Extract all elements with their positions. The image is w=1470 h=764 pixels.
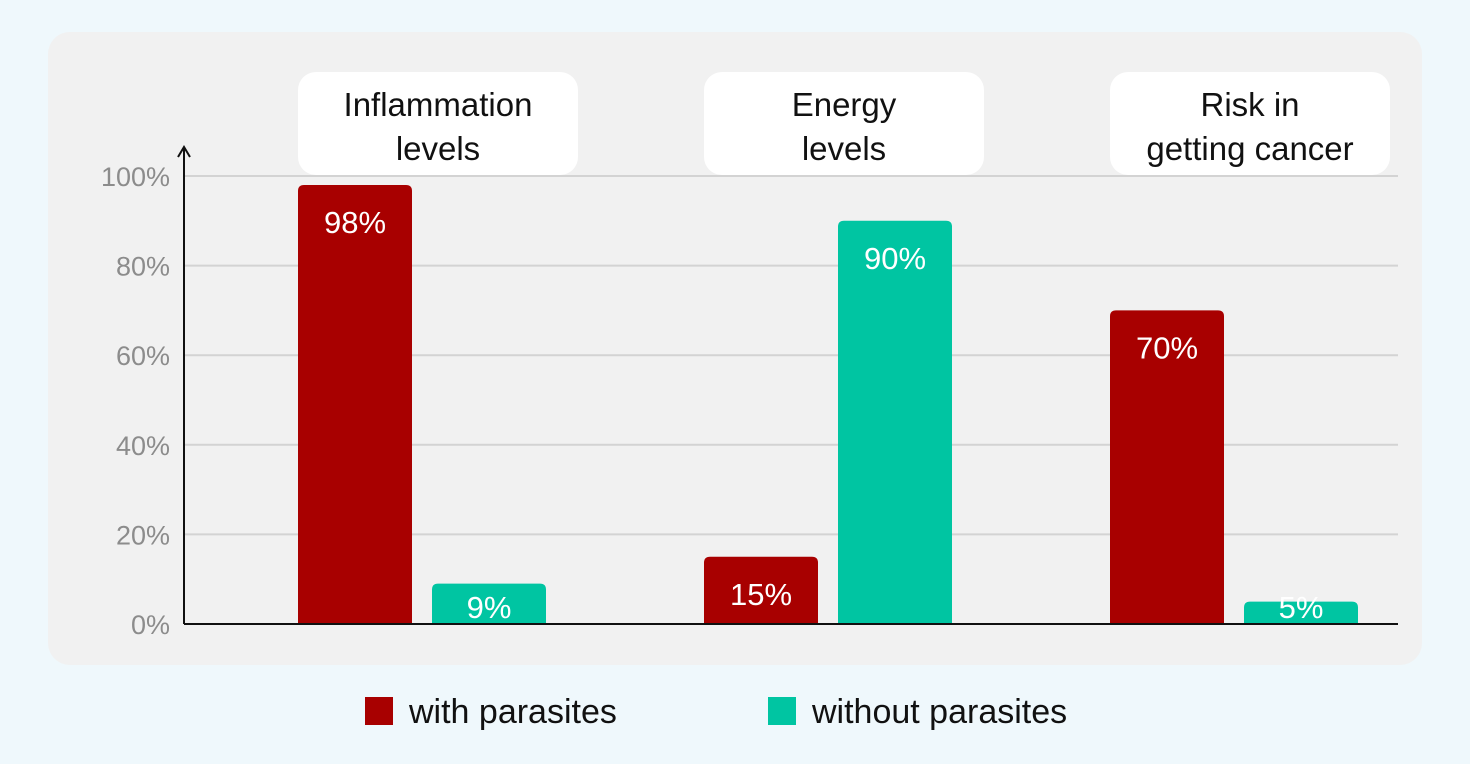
bar-with-parasites [298, 184, 412, 624]
bar-without-parasites [838, 220, 952, 625]
legend-label: with parasites [408, 693, 617, 731]
y-tick-label: 20% [116, 520, 170, 550]
y-tick-label: 100% [101, 162, 170, 192]
bar-without-parasites [432, 583, 546, 624]
legend-swatch [768, 697, 796, 725]
category-label-box: Energy levels [704, 72, 984, 175]
category-label: levels [802, 130, 886, 167]
legend-swatch [365, 697, 393, 725]
category-label: Energy [792, 86, 897, 123]
bar-value-label: 15% [730, 577, 792, 612]
bar-value-label: 70% [1136, 330, 1198, 365]
legend-label: without parasites [811, 693, 1067, 731]
bars: 98% 15% 70% 9% 90% 5% [298, 184, 1358, 625]
category-box-bg [298, 72, 578, 175]
axes [177, 145, 1398, 625]
bar-value-label: 9% [467, 590, 512, 625]
category-label-box: Inflammation levels [298, 72, 578, 175]
category-labels: Inflammation levels Energy levels Risk in get… [298, 72, 1390, 175]
bar-value-label: 90% [864, 241, 926, 276]
bar-without-parasites [1244, 601, 1358, 624]
y-tick-label: 60% [116, 341, 170, 371]
y-tick-label: 80% [116, 252, 170, 282]
bar-value-label: 98% [324, 205, 386, 240]
category-label-box: Risk in getting cancer [1110, 72, 1390, 175]
category-label: Risk in [1200, 86, 1299, 123]
legend-item: without parasites [768, 693, 1067, 731]
y-axis-arrow-icon [177, 145, 191, 158]
bar-with-parasites [1110, 310, 1224, 624]
category-label: Inflammation [344, 86, 533, 123]
category-box-bg [1110, 72, 1390, 175]
bar-value-label: 5% [1279, 590, 1324, 625]
category-label: getting cancer [1146, 130, 1353, 167]
y-tick-label: 40% [116, 431, 170, 461]
legend-item: with parasites [365, 693, 617, 731]
category-box-bg [704, 72, 984, 175]
y-tick-label: 0% [131, 610, 170, 640]
y-axis-ticks: 100% 80% 60% 40% 20% 0% [101, 162, 170, 640]
bar-with-parasites [704, 556, 818, 624]
category-label: levels [396, 130, 480, 167]
legend: with parasites without parasites [365, 693, 1067, 731]
